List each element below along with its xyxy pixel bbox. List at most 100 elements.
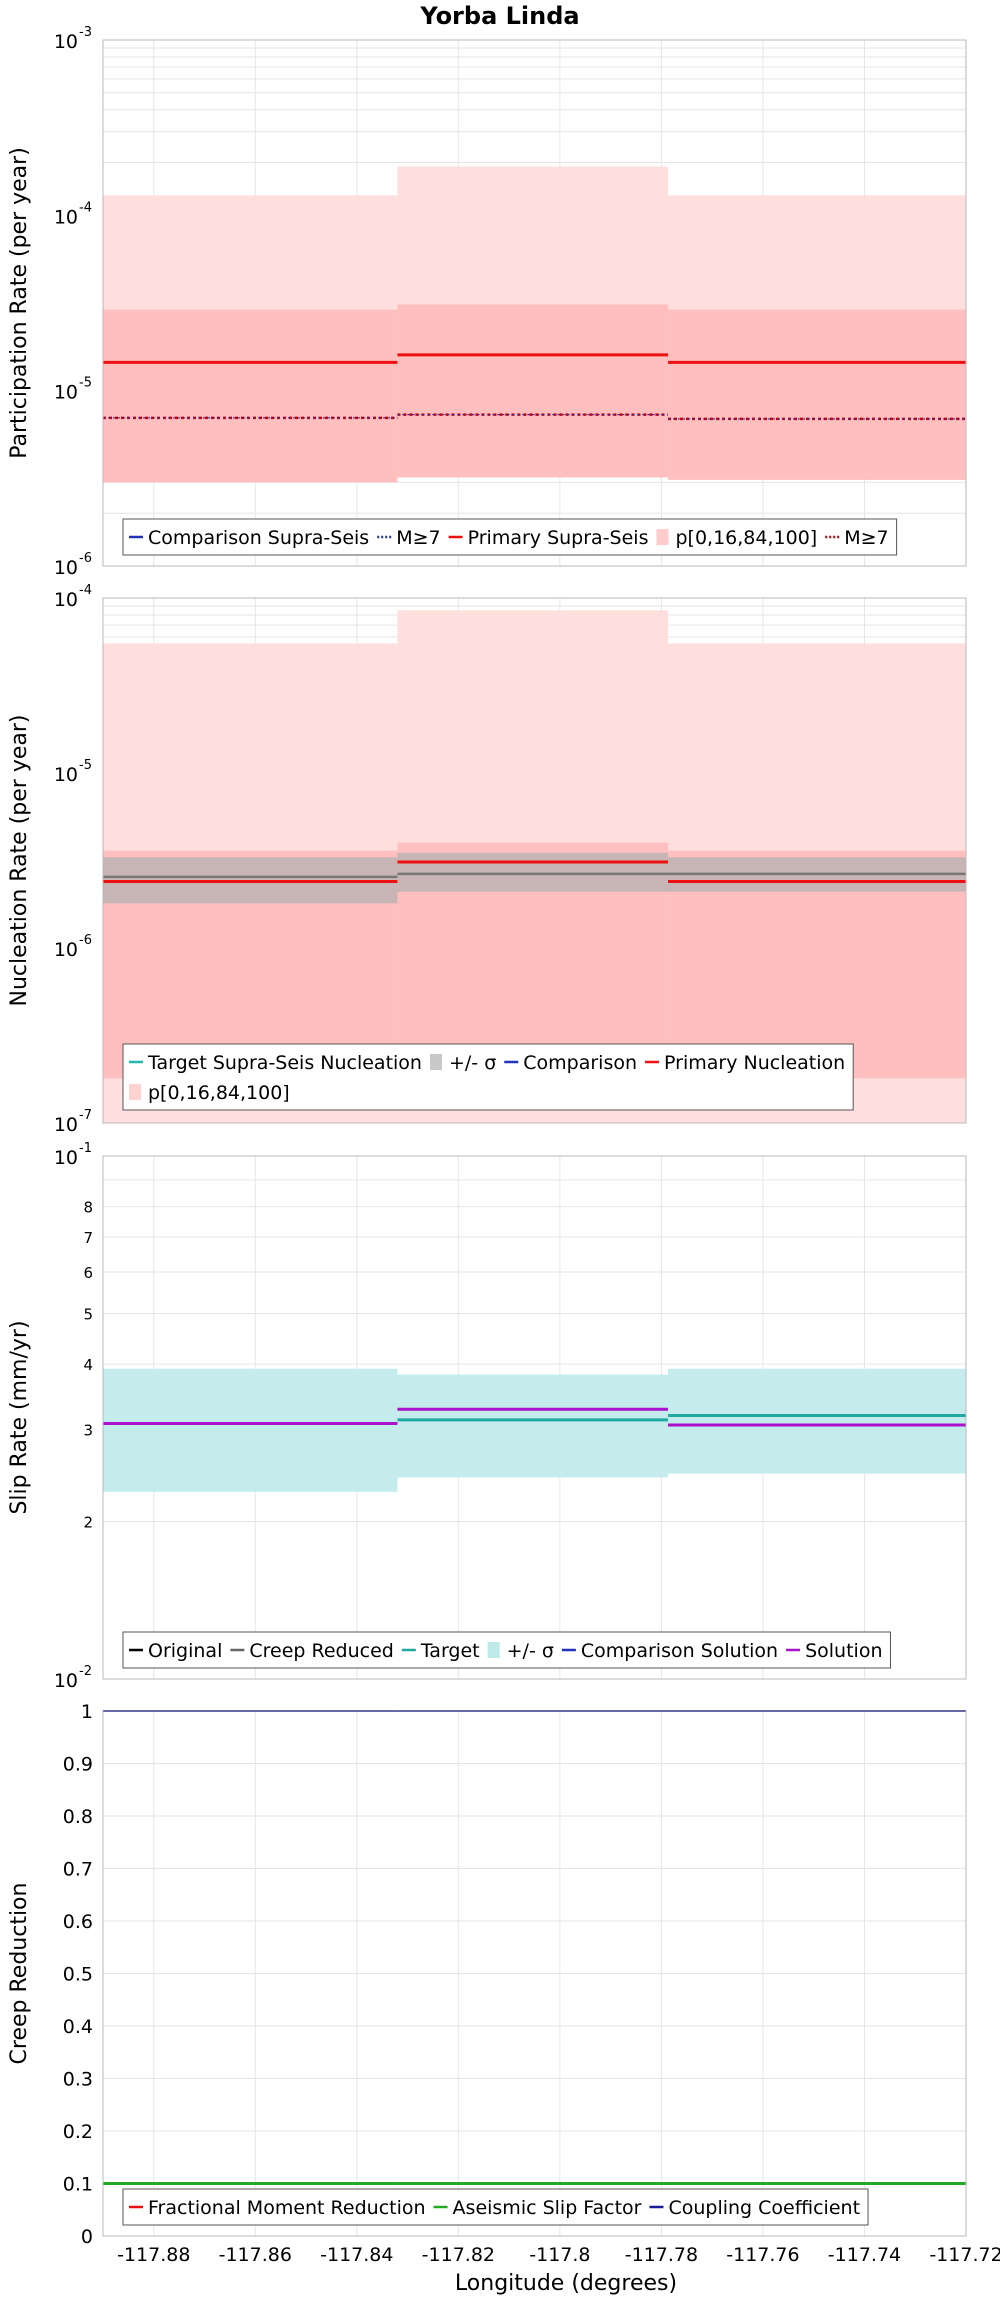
y-tick-exponent: -2 [79, 1664, 92, 1679]
y-minor-tick-label: 4 [83, 1356, 93, 1374]
legend-label: M≥7 [844, 527, 888, 549]
x-tick-label: -117.76 [726, 2244, 799, 2266]
legend: Target Supra-Seis Nucleation +/- σ Compari… [122, 1043, 854, 1111]
legend-label: Primary Supra-Seis [468, 527, 649, 549]
plot-frame [102, 597, 967, 1124]
x-tick-label: -117.84 [320, 2244, 393, 2266]
legend-label: Comparison Supra-Seis [148, 527, 369, 549]
legend-label: Solution [805, 1640, 882, 1662]
legend: Fractional Moment Reduction Aseismic Slip… [122, 2188, 869, 2226]
x-tick-label: -117.88 [117, 2244, 190, 2266]
band-participation-1-seg0 [103, 309, 398, 483]
band-sliprate-0-seg1 [397, 1374, 669, 1478]
y-tick-label: 10 [54, 206, 78, 228]
x-tick-label: -117.82 [422, 2244, 495, 2266]
x-tick-label: -117.78 [625, 2244, 698, 2266]
y-tick-label: 0.2 [63, 2121, 93, 2143]
y-tick-label: 10 [54, 31, 78, 53]
y-tick-label: 10 [54, 382, 78, 404]
legend-label: Creep Reduced [249, 1640, 393, 1662]
legend-box [122, 518, 898, 556]
legend-label: +/- σ [507, 1640, 554, 1662]
y-axis-label: Slip Rate (mm/yr) [7, 1320, 32, 1514]
y-tick-label: 10 [54, 1147, 78, 1169]
band-sliprate-0-seg0 [103, 1368, 398, 1492]
legend: Comparison Supra-Seis M≥7 Primary Supra-Se… [122, 518, 898, 556]
y-tick-exponent: -5 [79, 758, 92, 773]
legend-label: Target Supra-Seis Nucleation [147, 1052, 422, 1074]
y-tick-label: 0.8 [63, 1806, 93, 1828]
y-tick-label: 10 [54, 1670, 78, 1692]
legend-label: Target [420, 1640, 480, 1662]
y-tick-label: 1 [81, 1701, 93, 1723]
y-tick-label: 0.9 [63, 1754, 93, 1776]
legend-label: Coupling Coefficient [668, 2197, 860, 2219]
y-minor-tick-label: 6 [83, 1264, 93, 1282]
x-tick-label: -117.74 [828, 2244, 901, 2266]
y-tick-exponent: -1 [79, 1141, 92, 1156]
chart-title: Yorba Linda [419, 2, 579, 30]
plot-frame [102, 1710, 967, 2237]
plot-frame [102, 39, 967, 567]
legend-label: Original [148, 1640, 222, 1662]
legend-swatch [656, 529, 669, 545]
plot-frame [102, 1155, 967, 1680]
y-tick-exponent: -5 [79, 376, 92, 391]
legend-swatch [487, 1642, 500, 1658]
legend-label: +/- σ [449, 1052, 496, 1074]
y-axis-label: Nucleation Rate (per year) [7, 715, 32, 1007]
x-axis-label: Longitude (degrees) [455, 2271, 677, 2296]
panel-creep: 0 0.1 0.2 0.3 0.4 0.5 0.6 0.7 0.8 0.9 1 Creep Reduc… [7, 1701, 967, 2248]
legend-label: Aseismic Slip Factor [453, 2197, 642, 2219]
legend-box [122, 1043, 854, 1111]
y-tick-exponent: -6 [79, 551, 92, 566]
y-tick-label: 0 [81, 2226, 93, 2248]
y-tick-exponent: -3 [79, 25, 92, 40]
legend-box [122, 2188, 869, 2226]
y-tick-label: 0.6 [63, 1911, 93, 1933]
legend-label: Fractional Moment Reduction [148, 2197, 426, 2219]
legend-swatch [429, 1054, 442, 1070]
y-tick-label: 10 [54, 589, 78, 611]
legend-label: p[0,16,84,100] [675, 527, 817, 549]
y-tick-label: 0.5 [63, 1964, 93, 1986]
y-tick-label: 10 [54, 764, 78, 786]
y-tick-label: 0.3 [63, 2069, 93, 2091]
x-tick-label: -117.8 [529, 2244, 590, 2266]
y-tick-label: 0.4 [63, 2016, 93, 2038]
y-tick-exponent: -4 [79, 200, 92, 215]
y-axis-label: Creep Reduction [7, 1883, 32, 2065]
legend-label: M≥7 [396, 527, 440, 549]
y-tick-exponent: -6 [79, 933, 92, 948]
legend-label: Comparison Solution [581, 1640, 778, 1662]
legend-label: Comparison [523, 1052, 637, 1074]
x-tick-label: -117.86 [219, 2244, 292, 2266]
y-tick-label: 0.7 [63, 1859, 93, 1881]
y-minor-tick-label: 7 [83, 1229, 93, 1247]
legend-label: p[0,16,84,100] [148, 1082, 290, 1104]
y-tick-exponent: -4 [79, 583, 92, 598]
y-axis-label: Participation Rate (per year) [7, 147, 32, 459]
y-tick-label: 10 [54, 557, 78, 579]
y-tick-label: 10 [54, 1114, 78, 1136]
y-tick-label: 10 [54, 939, 78, 961]
legend: Original Creep Reduced Target +/- σ Comparis… [122, 1631, 891, 1669]
band-participation-1-seg1 [397, 304, 669, 478]
band-participation-1-seg2 [668, 309, 966, 480]
y-tick-label: 0.1 [63, 2174, 93, 2196]
y-minor-tick-label: 3 [83, 1421, 93, 1439]
band-sliprate-0-seg2 [668, 1368, 966, 1474]
y-minor-tick-label: 8 [83, 1199, 93, 1217]
x-tick-label: -117.72 [929, 2244, 1000, 2266]
legend-label: Primary Nucleation [664, 1052, 845, 1074]
y-minor-tick-label: 2 [83, 1514, 93, 1532]
y-minor-tick-label: 5 [83, 1305, 93, 1323]
y-tick-exponent: -7 [79, 1108, 92, 1123]
legend-swatch [129, 1084, 141, 1100]
legend-box [122, 1631, 891, 1669]
